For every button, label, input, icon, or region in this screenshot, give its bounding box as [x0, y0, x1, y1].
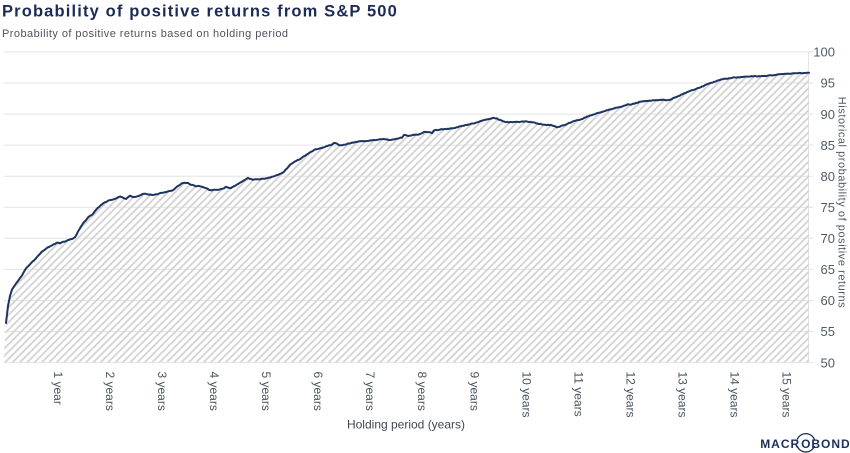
svg-text:12 years: 12 years [624, 372, 638, 418]
svg-text:80: 80 [821, 169, 835, 184]
svg-text:11 years: 11 years [571, 372, 585, 417]
svg-text:14 years: 14 years [728, 372, 742, 418]
svg-text:50: 50 [821, 355, 835, 370]
svg-text:4 years: 4 years [207, 372, 221, 411]
svg-text:7 years: 7 years [363, 372, 377, 411]
svg-text:2 years: 2 years [103, 372, 117, 411]
svg-text:65: 65 [821, 262, 835, 277]
svg-text:9 years: 9 years [467, 372, 481, 411]
svg-text:13 years: 13 years [676, 372, 690, 418]
svg-text:100: 100 [813, 45, 835, 60]
svg-text:75: 75 [821, 200, 835, 215]
svg-text:85: 85 [821, 138, 835, 153]
svg-text:3 years: 3 years [155, 372, 169, 411]
svg-text:90: 90 [821, 107, 835, 122]
svg-text:60: 60 [821, 293, 835, 308]
svg-text:O: O [801, 437, 810, 451]
svg-text:MACR: MACR [760, 437, 800, 451]
svg-text:Historical probability of posi: Historical probability of positive retur… [836, 97, 848, 308]
svg-text:BOND: BOND [811, 437, 850, 451]
svg-text:95: 95 [821, 76, 835, 91]
svg-text:6 years: 6 years [311, 372, 325, 411]
svg-text:1 year: 1 year [51, 372, 65, 405]
svg-text:5 years: 5 years [259, 372, 273, 411]
svg-text:55: 55 [821, 324, 835, 339]
svg-text:8 years: 8 years [415, 372, 429, 411]
svg-text:Holding period (years): Holding period (years) [347, 418, 465, 432]
svg-text:10 years: 10 years [519, 372, 533, 418]
svg-text:15 years: 15 years [780, 372, 794, 418]
svg-text:Probability of positive return: Probability of positive returns from S&P… [2, 3, 398, 21]
svg-text:Probability of positive return: Probability of positive returns based on… [2, 28, 288, 40]
svg-text:70: 70 [821, 231, 835, 246]
